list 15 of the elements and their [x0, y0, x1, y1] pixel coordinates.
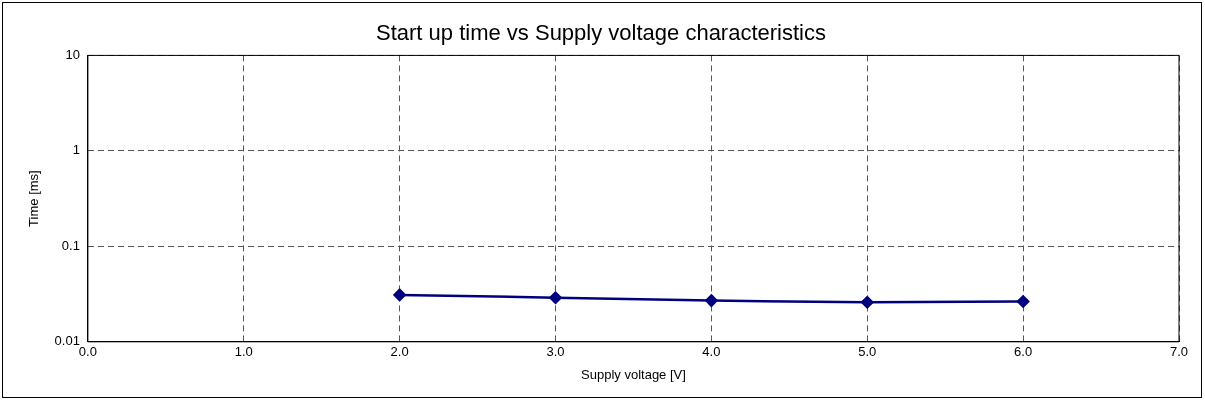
y-tick-label: 0.01: [54, 333, 80, 349]
x-tick-label: 0.0: [78, 344, 97, 360]
y-tick-label: 0.1: [61, 237, 80, 253]
chart-title: Start up time vs Supply voltage characteristics: [376, 20, 826, 46]
x-axis-title: Supply voltage [V]: [581, 366, 686, 382]
y-tick-label: 1: [72, 142, 80, 158]
x-tick-label: 4.0: [702, 344, 721, 360]
x-tick-label: 5.0: [858, 344, 877, 360]
x-tick-label: 3.0: [546, 344, 565, 360]
x-tick-label: 2.0: [390, 344, 409, 360]
y-tick-label: 10: [65, 46, 80, 62]
x-tick-label: 7.0: [1169, 344, 1189, 360]
y-axis-title: Time [ms]: [26, 170, 42, 227]
x-tick-label: 1.0: [234, 344, 253, 360]
x-tick-label: 6.0: [1014, 344, 1033, 360]
